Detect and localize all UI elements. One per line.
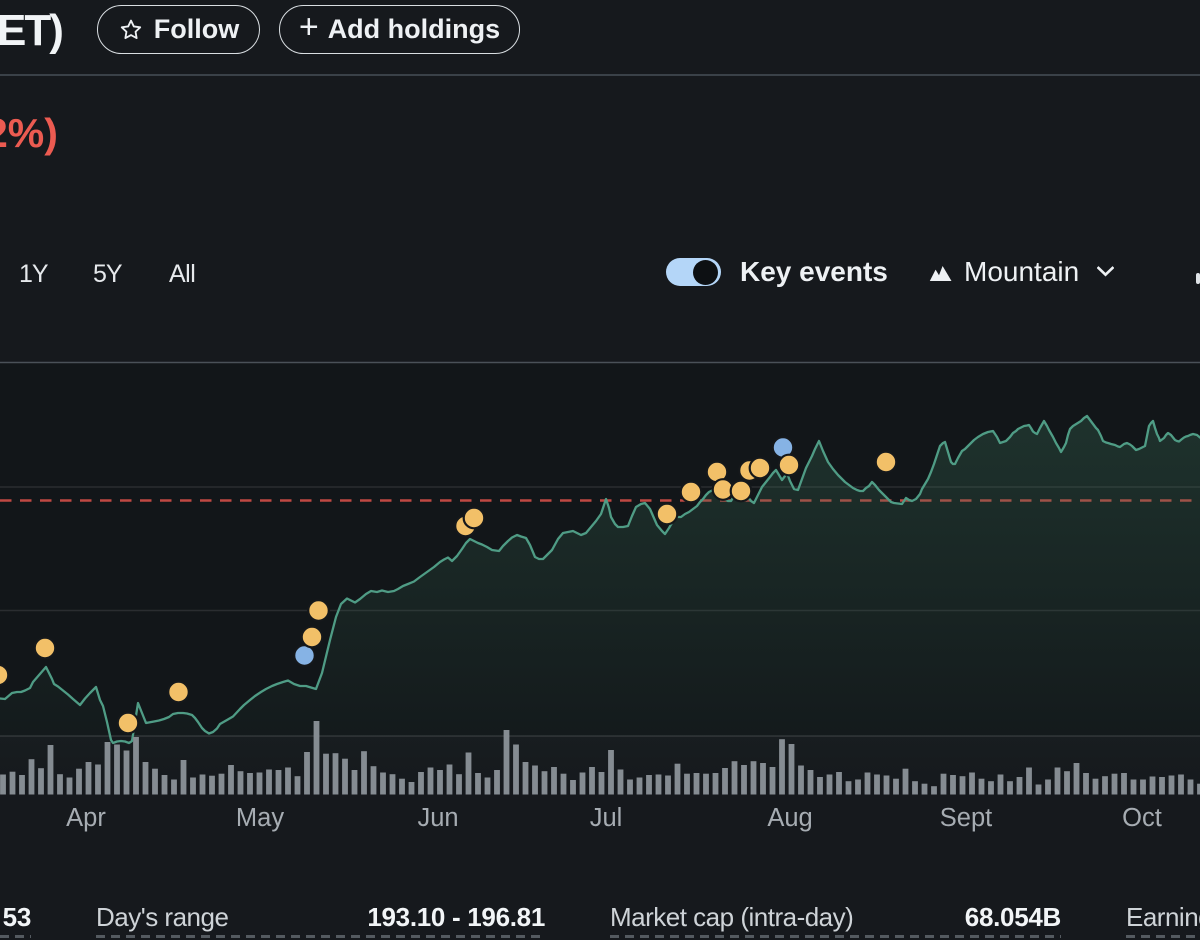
svg-text:Oct: Oct (1122, 804, 1162, 832)
svg-text:Aug: Aug (767, 804, 812, 832)
svg-text:Apr: Apr (66, 804, 106, 832)
svg-text:Jun: Jun (417, 804, 458, 832)
svg-text:Sept: Sept (940, 804, 992, 832)
svg-text:Jul: Jul (590, 804, 623, 832)
svg-text:May: May (236, 804, 284, 832)
